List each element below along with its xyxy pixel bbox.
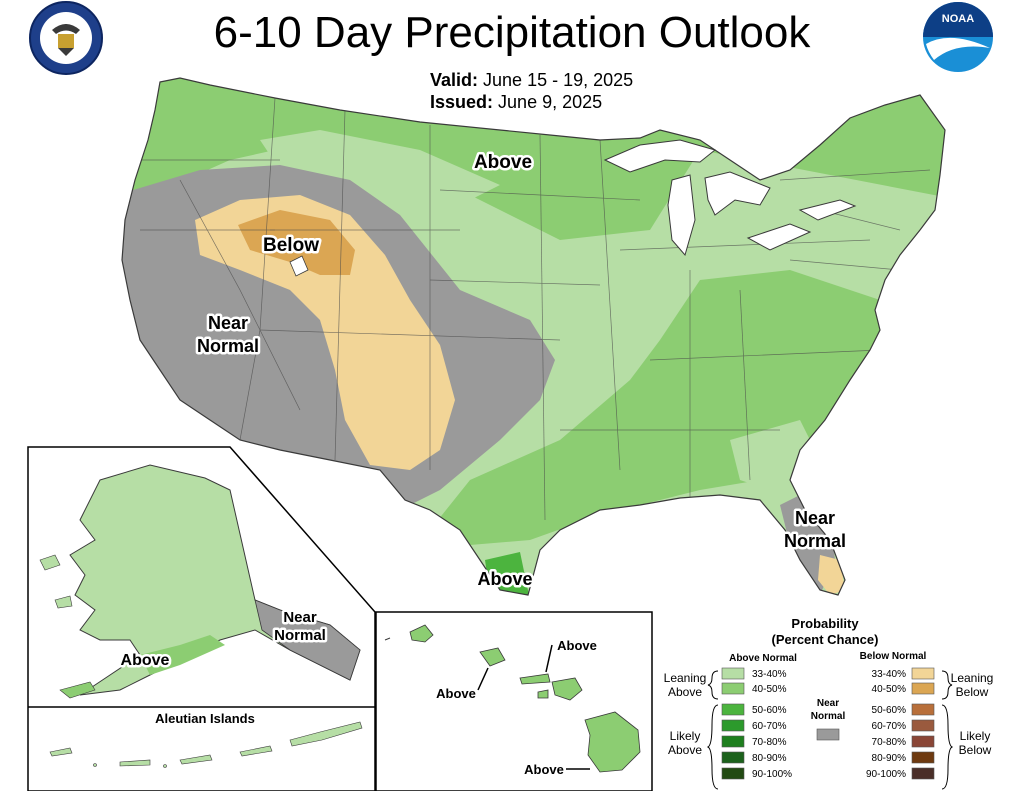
legend-below-label-1: 40-50% [872, 684, 907, 695]
below-florida [818, 555, 845, 595]
label-above-north: Above [474, 152, 532, 173]
legend-below-label-0: 33-40% [872, 669, 907, 680]
label-above-texas: Above [477, 569, 532, 589]
legend-likely-above-2: Above [668, 743, 702, 757]
label-near-normal-west-1: Near [208, 313, 248, 333]
legend-above-swatch-3 [721, 719, 745, 732]
great-lakes [603, 139, 857, 257]
legend-above-swatch-0 [721, 667, 745, 680]
legend-leaning-above-1: Leaning [664, 671, 707, 685]
legend-below-swatch-4 [911, 735, 935, 748]
legend-near-2: Normal [811, 711, 846, 722]
label-near-normal-alaska-2: Normal [274, 627, 326, 644]
map-title: 6-10 Day Precipitation Outlook [213, 8, 811, 57]
label-above-maui: Above [557, 638, 597, 653]
above-south-region [430, 270, 900, 545]
valid-dates: Valid: June 15 - 19, 2025 [430, 70, 633, 91]
label-near-normal-alaska-1: Near [283, 609, 317, 626]
legend-title-2: (Percent Chance) [772, 632, 879, 647]
label-near-normal-florida-1: Near [795, 508, 835, 528]
alaska-near-normal-region [254, 599, 361, 681]
legend-near-1: Near [817, 698, 839, 709]
aleutian-islands-title: Aleutian Islands [155, 711, 255, 726]
legend-below-label-3: 60-70% [872, 721, 907, 732]
maui-island [551, 677, 583, 701]
legend-below-label-5: 80-90% [872, 753, 907, 764]
hawaii-inset: Above Above Above [375, 611, 653, 791]
label-above-alaska: Above [121, 652, 170, 669]
legend-above-swatch-2 [721, 703, 745, 716]
alaska-inset: Above Near Normal Aleutian Islands [27, 446, 376, 791]
legend-title-1: Probability [791, 616, 859, 631]
legend-above-swatches: 33-40% 40-50% 50-60% 60-70% 70-80% 80-90% 90-1… [721, 667, 792, 780]
label-below-west: Below [263, 235, 319, 256]
below-core-region [238, 210, 355, 275]
legend: Probability (Percent Chance) Above Norma… [664, 616, 994, 790]
legend-below-swatches: 33-40% 40-50% 50-60% 60-70% 70-80% 80-90% 90-1… [866, 667, 935, 780]
legend-above-swatch-6 [721, 767, 745, 780]
kauai-island [409, 624, 434, 643]
legend-above-swatch-1 [721, 682, 745, 695]
legend-below-label-4: 70-80% [872, 737, 907, 748]
legend-above-swatch-5 [721, 751, 745, 764]
legend-above-label-2: 50-60% [752, 705, 787, 716]
legend-above-header: Above Normal [729, 653, 797, 664]
legend-below-swatch-0 [911, 667, 935, 680]
aleutian-islands [49, 721, 363, 768]
legend-likely-below-2: Below [959, 743, 992, 757]
label-near-normal-florida-2: Normal [784, 531, 846, 551]
legend-above-label-3: 60-70% [752, 721, 787, 732]
oahu-island [479, 647, 506, 667]
legend-leaning-below-2: Below [956, 685, 989, 699]
issued-date: Issued: June 9, 2025 [430, 92, 602, 113]
legend-above-label-6: 90-100% [752, 769, 792, 780]
legend-leaning-below-1: Leaning [951, 671, 994, 685]
label-above-oahu: Above [436, 686, 476, 701]
issued-value: June 9, 2025 [498, 92, 603, 112]
legend-below-swatch-1 [911, 682, 935, 695]
label-near-normal-west-2: Normal [197, 336, 259, 356]
legend-below-swatch-3 [911, 719, 935, 732]
legend-below-swatch-6 [911, 767, 935, 780]
legend-above-label-5: 80-90% [752, 753, 787, 764]
valid-label: Valid: [430, 70, 479, 90]
legend-leaning-above-2: Above [668, 685, 702, 699]
molokai-island [519, 673, 551, 685]
noaa-logo-icon: NOAA [923, 2, 993, 72]
legend-above-label-4: 70-80% [752, 737, 787, 748]
noaa-logo-text: NOAA [942, 13, 974, 25]
legend-likely-above-1: Likely [670, 729, 701, 743]
issued-label: Issued: [430, 92, 494, 112]
legend-below-header: Below Normal [860, 651, 927, 662]
label-above-big-island: Above [524, 762, 564, 777]
legend-below-swatch-2 [911, 703, 935, 716]
legend-above-label-0: 33-40% [752, 669, 787, 680]
legend-below-swatch-5 [911, 751, 935, 764]
legend-above-label-1: 40-50% [752, 684, 787, 695]
legend-below-label-6: 90-100% [866, 769, 906, 780]
legend-likely-below-1: Likely [960, 729, 991, 743]
legend-below-label-2: 50-60% [872, 705, 907, 716]
department-of-commerce-seal-icon [29, 1, 103, 75]
legend-near-normal-swatch [816, 728, 840, 741]
big-island [584, 711, 641, 773]
legend-above-swatch-4 [721, 735, 745, 748]
valid-value: June 15 - 19, 2025 [483, 70, 634, 90]
